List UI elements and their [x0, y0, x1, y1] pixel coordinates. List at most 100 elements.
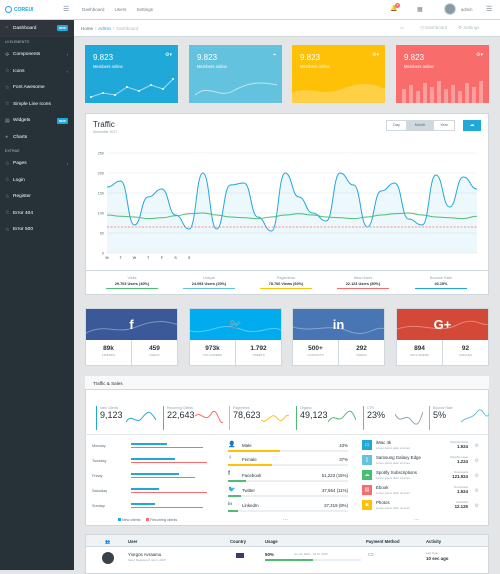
camera-icon: ◙ [362, 500, 372, 510]
new-badge: NEW [57, 25, 68, 32]
people-icon: 👥 [105, 539, 111, 544]
progress-bar [228, 495, 241, 497]
breadcrumb-link-settings[interactable]: ⚙ Settings [458, 25, 480, 30]
sidebar-item-register[interactable]: ☆ Register [5, 193, 31, 200]
sidebar-item-widgets[interactable]: ▤ Widgets NEW [5, 117, 68, 124]
star-icon: ☆ [5, 84, 10, 91]
settings-icon[interactable]: ⚙ [474, 473, 479, 479]
day-button[interactable]: Day [386, 120, 407, 131]
weekday-row: Monday [92, 440, 212, 454]
product-sub: Lorem ipsum dolor sit amet [376, 506, 410, 510]
social-card-google-plus: G+ 894 followers 92 circles [396, 308, 489, 366]
sidebar-item-charts[interactable]: ◕ Charts [5, 134, 28, 141]
more-button[interactable]: ... [283, 516, 289, 522]
product-row[interactable]: ▭ iMac 4k Lorem ipsum dolor sit amet Sold t… [362, 440, 480, 454]
traffic-chart: 0 50 100 150 200 250 M T W T F S S [98, 151, 478, 260]
breadcrumb-admin[interactable]: Admin [98, 25, 112, 31]
bell-icon[interactable]: 🔔 [390, 6, 398, 12]
star-icon: ☆ [5, 160, 10, 167]
footer-unique: Unique 24.093 Users (20%) [174, 276, 244, 289]
desktop-icon: ▭ [362, 440, 372, 450]
sidebar-section-title: UI ELEMENTS [5, 39, 29, 44]
legend-recurring-clients: Recurring clients [146, 518, 177, 522]
aside-toggle-icon[interactable]: ☰ [486, 6, 493, 13]
product-row[interactable]: ◙ Photos Lorem ipsum dolor sit amet Uploade… [362, 500, 480, 514]
sidebar-item-components[interactable]: ✣ Components ‹ [5, 51, 68, 58]
gear-icon[interactable]: ⚙▾ [476, 52, 483, 58]
download-icon[interactable]: ☁ [463, 120, 481, 131]
gear-icon[interactable]: ⚙▾ [372, 52, 379, 58]
stat-sparkline-1 [90, 78, 174, 98]
sidebar-item-font-awesome[interactable]: ☆ Font Awesome [5, 84, 45, 91]
puzzle-icon: ✣ [5, 51, 10, 58]
breadcrumb-link-dashboard[interactable]: ◷ Dashboard [420, 25, 448, 30]
grid-icon[interactable]: ▦ [417, 7, 423, 13]
product-stat-label: Sold this week [449, 440, 468, 444]
usage-value: 50% [265, 552, 274, 557]
bars-legend: New clients Recurring clients [118, 518, 177, 522]
speech-icon[interactable]: ▭ [400, 25, 405, 30]
more-button[interactable]: ... [414, 516, 420, 522]
product-row[interactable]: ▤ Ebook Lorem ipsum dolor sit amet Download… [362, 485, 480, 499]
star-icon: ☆ [5, 226, 10, 233]
product-row[interactable]: ▯ Samsung Galaxy Edge Lorem ipsum dolor si… [362, 455, 480, 469]
breadcrumb-home[interactable]: Home [81, 25, 94, 31]
settings-icon[interactable]: ⚙ [474, 458, 479, 464]
linkedin-icon: in [228, 501, 232, 506]
sidebar: ◔ Dashboard NEW UI ELEMENTS ✣ Components ‹… [0, 20, 74, 570]
sidebar-item-simple-line-icons[interactable]: ☆ Simple Line Icons [5, 101, 51, 108]
sidebar-toggle-icon[interactable]: ☰ [63, 6, 70, 13]
product-sub: Lorem ipsum dolor sit amet [376, 491, 410, 495]
sidebar-item-error-500[interactable]: ☆ Error 500 [5, 226, 33, 233]
speedometer-icon: ◔ [5, 25, 9, 32]
recurring-clients-bar [131, 506, 203, 508]
sidebar-item-error-404[interactable]: ☆ Error 404 [5, 210, 33, 217]
product-stat-label: Sold this week [449, 455, 468, 459]
table-row[interactable]: Yiorgos Avraamu New | Registered: Jan 1,… [86, 548, 488, 570]
nav-dashboard[interactable]: Dashboard [82, 7, 105, 12]
avatar[interactable] [444, 3, 456, 15]
user-sub: New | Registered: Jan 1, 2015 [128, 558, 166, 562]
sidebar-item-login[interactable]: ☆ Login [5, 177, 25, 184]
weekday-label: Monday [92, 444, 106, 448]
user-name[interactable]: admin [461, 7, 473, 12]
weekday-row: Sunday [92, 500, 212, 514]
sidebar-item-icons[interactable]: ☆ Icons ‹ [5, 68, 68, 75]
stat-value: 9.823 [197, 53, 218, 62]
traffic-footer [85, 270, 489, 295]
source-twitter: 🐦 Twitter 37,564 (11%) [228, 486, 348, 502]
recurring-clients-bar [131, 491, 207, 493]
recurring-clients-bar [131, 446, 203, 448]
weekday-label: Sunday [92, 504, 105, 508]
sidebar-item-dashboard[interactable]: ◔ Dashboard NEW [0, 20, 74, 37]
month-button[interactable]: Month [407, 120, 433, 131]
progress-bar [228, 464, 272, 466]
nav-users[interactable]: Users [114, 7, 127, 12]
nav-settings[interactable]: Settings [136, 7, 154, 12]
us-flag-icon [236, 553, 244, 558]
progress-bar [228, 510, 238, 512]
product-name: Samsung Galaxy Edge [376, 455, 421, 460]
coreui-logo-icon [5, 6, 12, 13]
new-clients-bar [131, 473, 179, 475]
location-icon[interactable]: ⌖ [273, 52, 276, 58]
sidebar-item-pages[interactable]: ☆ Pages ‹ [5, 160, 68, 167]
settings-icon[interactable]: ⚙ [474, 503, 479, 509]
twitter-icon: 🐦 [228, 487, 236, 493]
year-button[interactable]: Year [433, 120, 455, 131]
product-name: iMac 4k [376, 440, 392, 445]
weekday-label: Saturday [92, 489, 108, 493]
activity-label: Last login [426, 551, 438, 555]
product-row[interactable]: ☁ Spotify Subscriptions Lorem ipsum dolor … [362, 470, 480, 484]
gear-icon[interactable]: ⚙▾ [165, 52, 172, 58]
book-icon: ▤ [362, 485, 372, 495]
brand-logo[interactable]: COREUI [5, 6, 33, 13]
mini-new-clients: New Clients 9,123 [96, 406, 156, 431]
product-stat-value: 121.924 [452, 474, 468, 479]
x-tick-label: F [161, 256, 164, 260]
table-header: 👥 User Country Usage Payment Method Acti… [86, 535, 488, 547]
facebook-icon: f [228, 471, 230, 477]
settings-icon[interactable]: ⚙ [474, 443, 479, 449]
x-tick-label: S [188, 256, 191, 260]
settings-icon[interactable]: ⚙ [474, 488, 479, 494]
